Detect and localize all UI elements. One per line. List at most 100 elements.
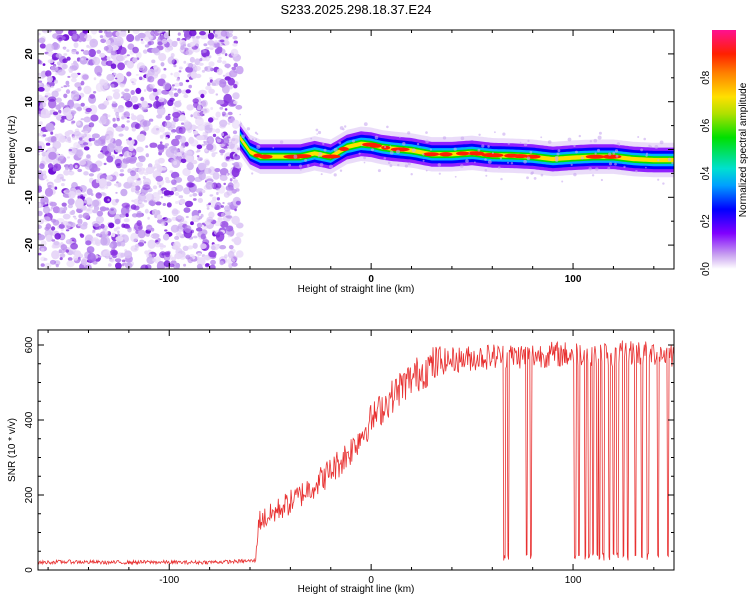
noise-speck	[99, 178, 107, 188]
noise-speck	[236, 232, 244, 238]
noise-speck	[195, 188, 204, 194]
ridge-speck	[507, 161, 509, 164]
noise-speck	[226, 173, 229, 176]
noise-speck	[208, 202, 212, 206]
ridge-speck	[465, 159, 469, 163]
noise-speck	[65, 229, 70, 232]
ridge-speck	[526, 176, 529, 180]
noise-speck	[63, 85, 68, 88]
noise-speck	[115, 31, 122, 37]
noise-speck	[52, 167, 57, 172]
noise-speck	[38, 210, 43, 217]
noise-speck	[50, 206, 54, 210]
noise-speck	[84, 130, 89, 134]
noise-speck	[98, 255, 102, 258]
noise-speck	[114, 77, 118, 80]
noise-speck	[141, 100, 148, 108]
noise-speck	[156, 214, 163, 220]
noise-speck	[178, 195, 184, 199]
noise-speck	[185, 89, 191, 94]
noise-speck	[54, 186, 58, 190]
noise-speck	[38, 202, 42, 208]
noise-speck	[176, 37, 181, 42]
noise-speck	[184, 225, 192, 234]
ridge-peak	[369, 143, 382, 148]
noise-speck	[139, 239, 145, 243]
noise-speck	[225, 156, 231, 160]
noise-speck	[163, 32, 171, 39]
noise-speck	[62, 213, 71, 220]
noise-speck	[207, 40, 215, 46]
noise-speck	[152, 253, 155, 257]
ridge-speck	[317, 130, 322, 135]
noise-speck	[70, 90, 80, 101]
noise-speck	[130, 185, 137, 191]
noise-speck	[111, 232, 116, 238]
noise-speck	[94, 238, 101, 245]
noise-speck	[38, 224, 43, 230]
noise-speck	[56, 88, 62, 92]
ridge-speck	[527, 139, 530, 142]
noise-speck	[73, 131, 81, 137]
noise-speck	[227, 122, 231, 125]
ridge-speck	[523, 159, 527, 164]
ridge-speck	[429, 148, 432, 151]
noise-speck	[91, 133, 100, 139]
noise-speck	[71, 239, 75, 242]
y-tick-label: -20	[24, 237, 35, 252]
noise-speck	[155, 201, 162, 206]
noise-speck	[216, 191, 219, 195]
noise-speck	[173, 262, 180, 269]
noise-speck	[117, 62, 125, 71]
noise-speck	[222, 84, 230, 94]
noise-speck	[153, 66, 161, 75]
noise-speck	[132, 30, 140, 35]
noise-speck	[92, 56, 101, 66]
ridge-speck	[531, 171, 534, 175]
noise-speck	[77, 218, 83, 225]
noise-speck	[52, 33, 60, 39]
noise-speck	[125, 157, 133, 163]
noise-speck	[160, 62, 165, 67]
ridge-peak	[585, 154, 605, 159]
noise-speck	[46, 210, 49, 214]
noise-speck	[130, 95, 138, 103]
noise-speck	[205, 47, 210, 50]
noise-speck	[188, 63, 194, 68]
noise-speck	[140, 40, 145, 45]
noise-speck	[147, 68, 155, 76]
noise-speck	[115, 181, 122, 188]
noise-speck	[187, 245, 194, 250]
noise-speck	[52, 206, 61, 214]
noise-speck	[130, 232, 139, 243]
ridge-speck	[667, 157, 672, 162]
noise-speck	[166, 202, 172, 208]
ridge-speck	[255, 138, 258, 141]
ridge-speck	[256, 144, 261, 149]
noise-speck	[175, 184, 184, 192]
noise-speck	[52, 219, 60, 226]
noise-speck	[197, 198, 203, 203]
noise-speck	[218, 56, 222, 60]
noise-speck	[209, 77, 213, 80]
ridge-speck	[453, 147, 457, 151]
ridge-speck	[500, 177, 503, 181]
noise-speck	[204, 149, 208, 152]
noise-speck	[115, 139, 122, 147]
noise-speck	[108, 207, 117, 215]
noise-speck	[114, 89, 120, 93]
noise-speck	[170, 148, 179, 154]
noise-speck	[49, 201, 57, 207]
noise-speck	[216, 99, 225, 105]
noise-speck	[214, 40, 218, 44]
noise-speck	[171, 138, 180, 147]
noise-speck	[180, 45, 185, 51]
ridge-speck	[487, 160, 492, 164]
noise-speck	[165, 136, 168, 140]
noise-speck	[144, 250, 149, 255]
snr-ticks: -100 0 100 0 200 400 600	[24, 330, 674, 586]
noise-speck	[231, 262, 238, 267]
snr-frame	[37, 329, 675, 571]
noise-speck	[44, 262, 52, 269]
snr-xlabel: Height of straight line (km)	[298, 584, 415, 595]
